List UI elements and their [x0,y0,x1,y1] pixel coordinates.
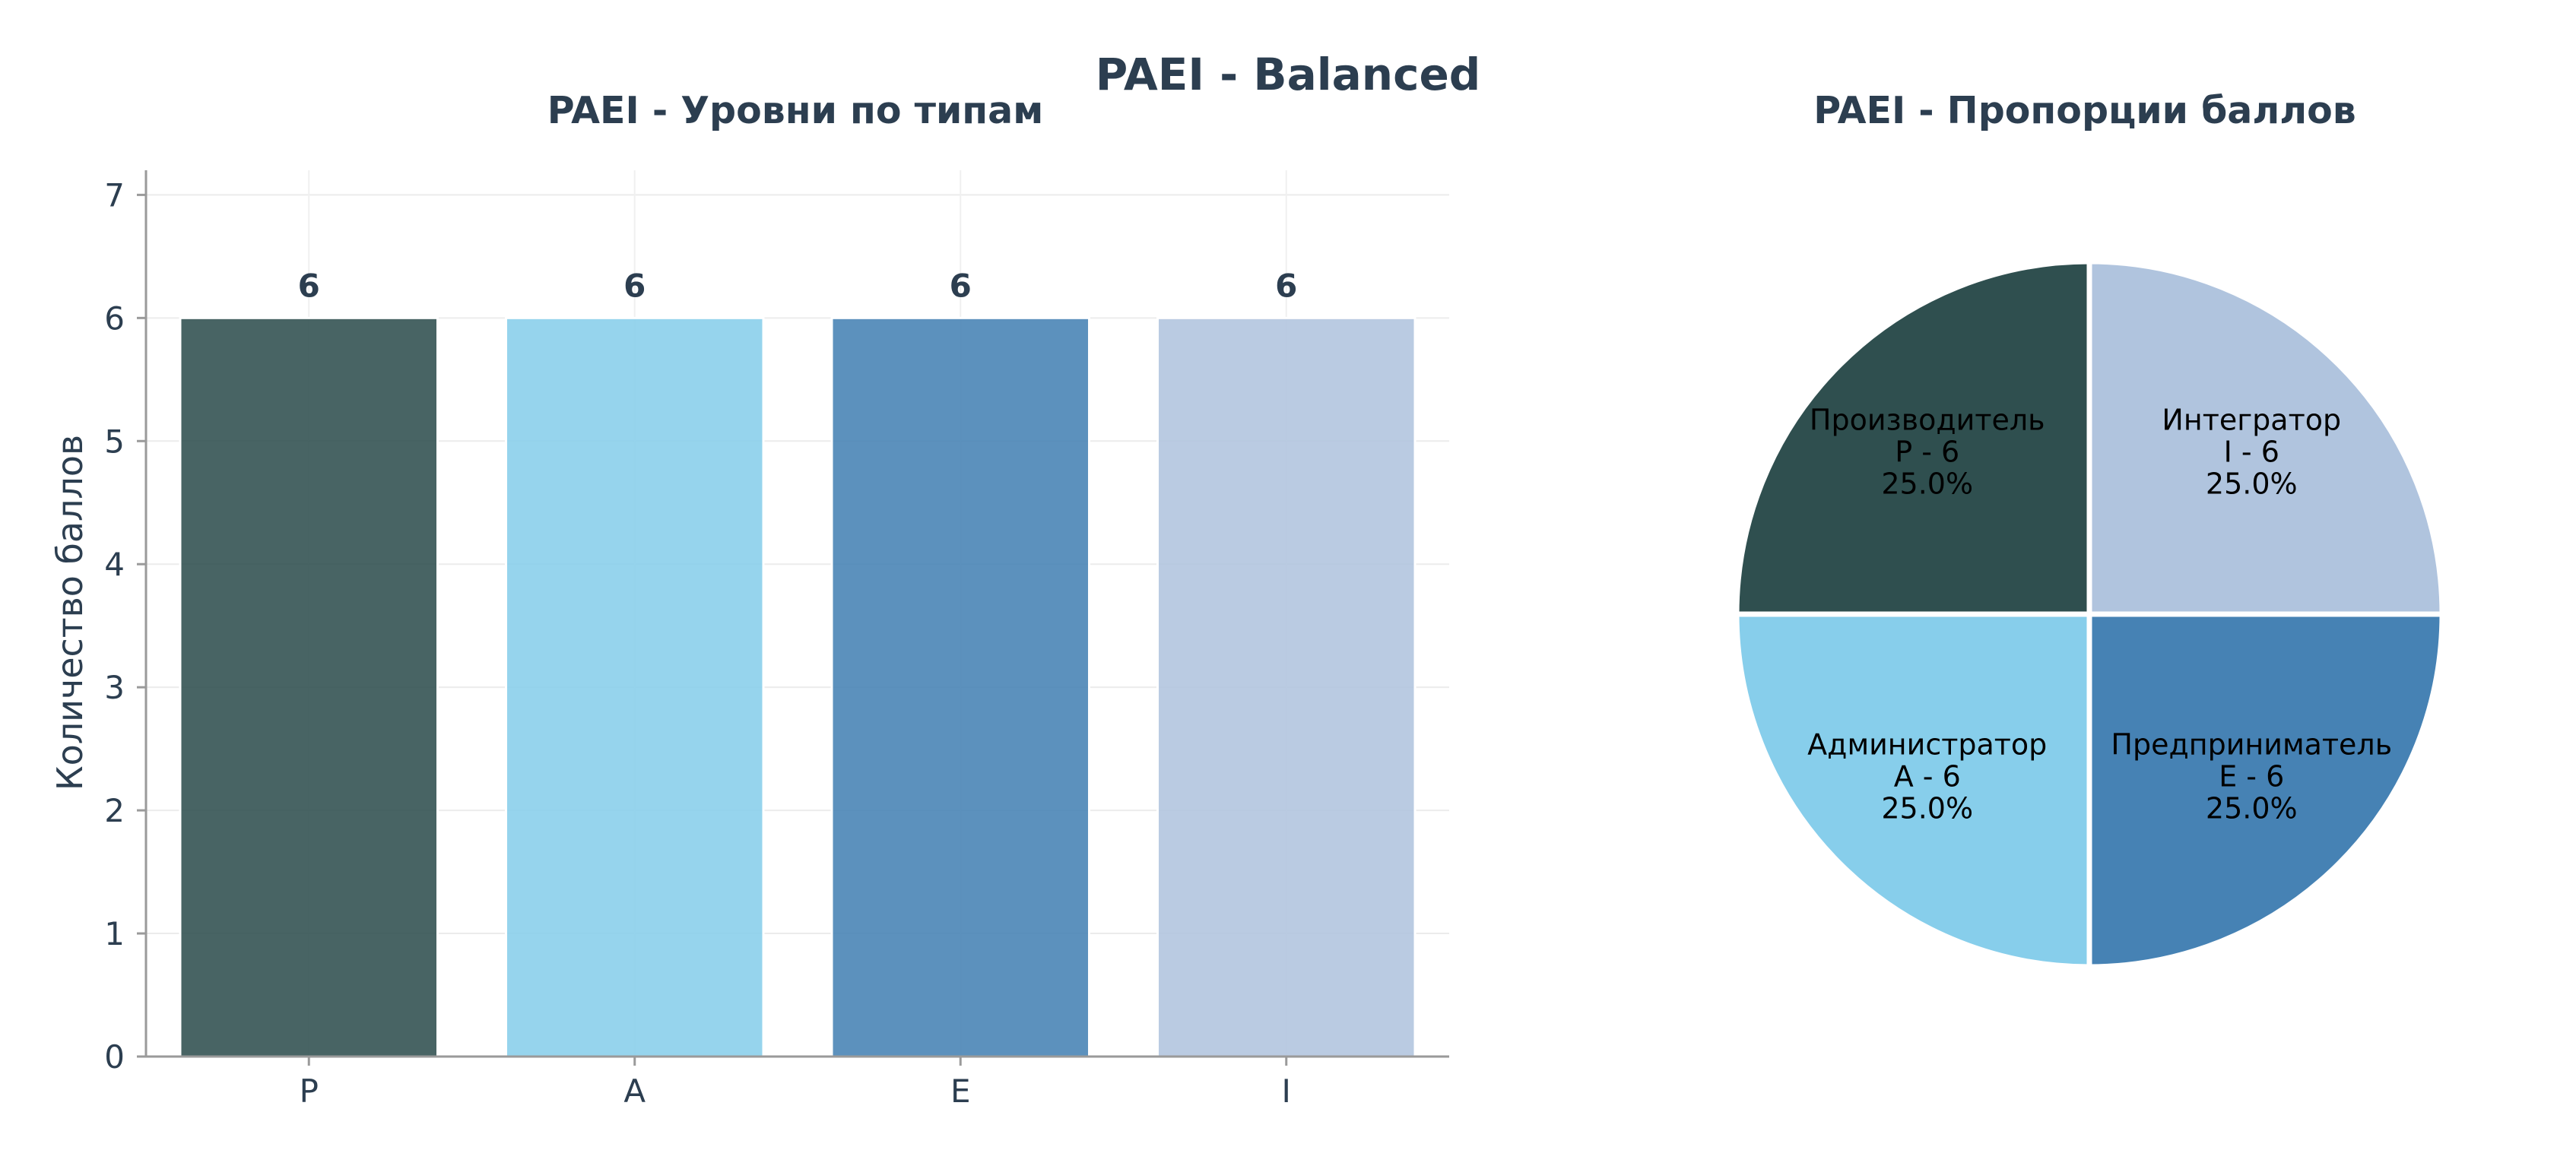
y-axis-ticks: 0 1 2 3 4 5 6 7 [104,176,146,1076]
pie-slice-label: 25.0% [2206,467,2298,501]
pie-slice-label: Интегратор [2162,404,2341,437]
bar-value-label: 6 [623,267,646,304]
y-tick-label: 7 [104,176,125,214]
pie-slice-label: P - 6 [1895,436,1959,469]
y-tick-label: 0 [104,1038,125,1076]
pie-slice-label: E - 6 [2219,759,2284,793]
bar-p [179,316,439,1058]
bar-series [179,316,1416,1058]
pie-slice-label: A - 6 [1894,759,1961,793]
bar-i [1156,316,1416,1058]
y-tick-label: 2 [104,792,125,829]
pie-slice-label: 25.0% [1881,791,1973,825]
figure-title: PAEI - Balanced [1096,49,1481,100]
pie-slice-p [1734,258,2092,617]
pie-slice-label: I - 6 [2224,436,2279,469]
y-tick-label: 4 [104,546,125,583]
x-tick-label: I [1282,1073,1291,1110]
bar-chart: PAEI - Уровни по типам 6 6 6 6 0 1 2 3 4 5 6 7 P A E… [49,89,1449,1110]
pie-slice-a [1734,611,2092,970]
pie-slice-label: Производитель [1810,404,2045,437]
y-tick-label: 3 [104,669,125,706]
pie-slice-e [2086,611,2445,970]
bar-a [504,316,765,1058]
bar-value-label: 6 [950,267,972,304]
pie-slice-label: Предприниматель [2111,727,2392,761]
pie-slice-label: 25.0% [1881,467,1973,501]
y-tick-label: 1 [104,915,125,952]
x-tick-label: E [950,1073,971,1110]
bar-data-labels: 6 6 6 6 [298,267,1298,304]
y-tick-label: 5 [104,423,125,460]
y-axis-label: Количество баллов [49,435,90,791]
pie-slice-label: 25.0% [2206,791,2298,825]
bar-value-label: 6 [1275,267,1297,304]
y-tick-label: 6 [104,299,125,337]
pie-slice-label: Администратор [1807,727,2047,761]
pie-slices [1734,258,2445,970]
x-tick-label: A [623,1073,646,1110]
x-tick-label: P [300,1073,319,1110]
pie-slice-i [2086,258,2445,617]
pie-chart-title: PAEI - Пропорции баллов [1813,89,2356,132]
bar-value-label: 6 [298,267,320,304]
bar-e [830,316,1091,1058]
bar-chart-title: PAEI - Уровни по типам [547,89,1044,132]
